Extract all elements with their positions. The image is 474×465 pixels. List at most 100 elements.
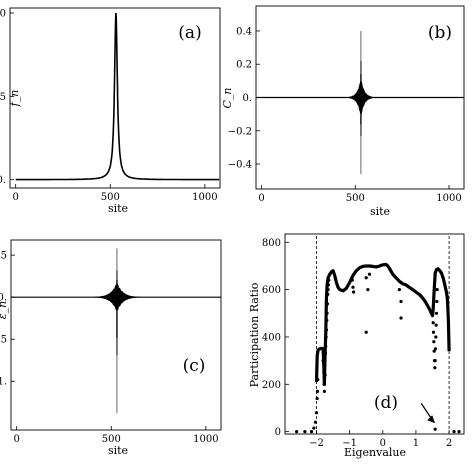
panel-d-point: [322, 370, 326, 375]
panel-c-frame: [10, 239, 222, 431]
panel-d: −2 −1 0 1 2 0 200 400 600 800 (d) Eigenvalue Part…: [248, 233, 465, 459]
panel-d-frame: [284, 233, 465, 435]
panel-b-ylabel: C_n: [221, 87, 234, 108]
panel-b-xtick-label: 1000: [436, 193, 461, 204]
panel-d-point: [366, 288, 370, 292]
panel-d-point: [326, 288, 330, 292]
panel-d-point: [352, 290, 356, 294]
panel-d-point: [432, 349, 436, 353]
panel-d-xtick-label: −1: [342, 438, 357, 449]
panel-d-point: [351, 285, 355, 289]
panel-d-point: [325, 311, 329, 315]
panel-a-ytick-label: 0.: [0, 175, 6, 186]
panel-d-point: [433, 366, 437, 370]
panel-d-arrow: [420, 402, 436, 424]
panel-a-xlabel: site: [108, 202, 128, 215]
panel-a-ytick-label: 1.0: [0, 9, 6, 20]
panel-d-point: [399, 299, 403, 304]
panel-d-point: [364, 276, 368, 280]
panel-d-point: [324, 335, 328, 339]
panel-d-pr-curve: [314, 262, 451, 386]
panel-d-point: [364, 330, 368, 334]
panel-d-point: [435, 299, 439, 304]
panel-d-point: [433, 359, 437, 363]
panel-c-xtick-label: 0: [13, 434, 19, 445]
panel-d-point: [323, 351, 328, 356]
panel-b-ytick-label: −0.2: [228, 126, 252, 137]
panel-d-point: [430, 311, 435, 315]
panel-d-point: [322, 389, 327, 393]
panel-d-ytick-label: 0: [275, 427, 281, 438]
panel-c: 0 500 1000 0.5 0. −0.5 −1. (c) site ε_n: [0, 239, 222, 457]
panel-d-band-edges: [316, 236, 450, 434]
panel-c-ytick-label: 0.5: [0, 251, 7, 262]
panel-d-point: [327, 278, 331, 282]
panel-d-point: [397, 288, 401, 292]
panel-a: 0 500 1000 0. 0.5 1.0 (a) site f_n: [0, 7, 221, 215]
panel-d-point: [433, 427, 437, 431]
panel-d-point: [326, 283, 331, 287]
panel-c-ytick-label: 0.: [0, 293, 7, 304]
panel-b-ytick-label: −0.4: [228, 160, 252, 171]
panel-d-point: [295, 430, 299, 434]
panel-b-ytick-label: 0.4: [236, 26, 252, 37]
panel-b-xtick-label: 500: [346, 193, 365, 204]
panel-d-xtick-label: 0: [380, 438, 386, 449]
panel-d-point: [326, 292, 330, 296]
panel-b-xlabel: site: [370, 205, 390, 218]
panel-d-point: [315, 389, 320, 393]
panel-d-ylabel: Participation Ratio: [248, 282, 261, 387]
panel-a-ytick-label: 0.5: [0, 92, 6, 103]
panel-d-point: [316, 377, 320, 382]
panel-d-label: (d): [374, 393, 398, 413]
panel-d-xtick-label: 2: [446, 438, 452, 449]
panel-d-point: [434, 335, 438, 339]
panel-c-xtick-label: 500: [102, 434, 121, 445]
panel-d-arrow-head: [427, 415, 436, 424]
panel-c-epsilon-oscillation: [92, 248, 142, 414]
panel-d-point: [431, 321, 435, 325]
panel-b-label: (b): [428, 23, 452, 43]
panel-b-xtick-label: 0: [258, 193, 264, 204]
panel-d-xtick-label: −2: [309, 438, 324, 449]
panel-c-label: (c): [183, 356, 206, 376]
panel-d-point: [324, 344, 328, 349]
panel-d-point: [324, 328, 329, 332]
panel-d-point: [312, 426, 316, 430]
panel-d-point: [432, 340, 436, 344]
panel-d-point: [435, 288, 439, 292]
panel-d-point: [350, 278, 354, 282]
panel-c-ytick-label: −1.: [0, 377, 7, 388]
panel-c-ylabel: ε_n: [0, 301, 9, 320]
panel-d-point: [367, 272, 372, 276]
panel-a-frame: [9, 7, 221, 189]
panel-d-point: [433, 347, 438, 351]
panel-d-point: [314, 411, 319, 415]
panel-b-ytick-label: 0.2: [236, 60, 252, 71]
panel-a-fn-curve: [15, 12, 220, 181]
panel-d-point: [313, 420, 318, 424]
panel-d-point: [457, 430, 461, 434]
panel-d-ytick-label: 800: [262, 238, 281, 249]
panel-d-ytick-label: 400: [262, 332, 281, 343]
panel-d-point: [434, 323, 438, 327]
panel-d-point: [315, 396, 319, 401]
panel-a-xtick-label: 500: [101, 192, 120, 203]
panel-d-point: [452, 430, 456, 434]
panel-c-ytick-label: −0.5: [0, 335, 7, 346]
panel-a-label: (a): [178, 23, 201, 43]
panel-d-point: [322, 382, 326, 386]
panel-d-scatter-points: [295, 272, 461, 434]
panel-d-xtick-label: 1: [413, 438, 419, 449]
panel-d-point: [303, 430, 307, 434]
panel-d-point: [325, 318, 329, 322]
panel-d-point: [399, 316, 403, 320]
panel-d-point: [309, 430, 314, 434]
panel-c-xlabel: site: [108, 444, 128, 457]
panel-c-xtick-label: 1000: [193, 434, 218, 445]
panel-a-ylabel: f_n: [8, 90, 21, 108]
panel-a-xtick-label: 1000: [192, 192, 217, 203]
panel-b: 0 500 1000 0.4 0.2 0. −0.2 −0.4 (b) site C_n: [221, 5, 465, 218]
panel-d-point: [321, 359, 325, 363]
